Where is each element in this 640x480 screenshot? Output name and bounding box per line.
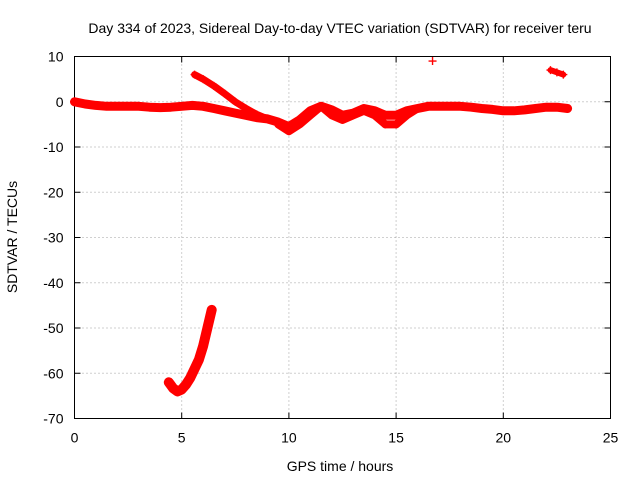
data-point [429, 57, 437, 65]
chart-title: Day 334 of 2023, Sidereal Day-to-day VTE… [88, 20, 591, 36]
x-tick-label: 20 [496, 430, 512, 446]
y-tick-label: -50 [43, 320, 63, 336]
y-tick-label: -10 [43, 139, 63, 155]
y-tick-label: -40 [43, 275, 63, 291]
y-axis-label: SDTVAR / TECUs [4, 181, 20, 293]
y-tick-label: -30 [43, 230, 63, 246]
sdtvar-chart: Day 334 of 2023, Sidereal Day-to-day VTE… [0, 0, 640, 480]
x-tick-label: 15 [388, 430, 404, 446]
x-tick-label: 0 [71, 430, 79, 446]
y-tick-label: 0 [56, 94, 64, 110]
x-tick-label: 5 [178, 430, 186, 446]
y-tick-label: -20 [43, 184, 63, 200]
data-layer [71, 57, 572, 395]
y-tick-label: 10 [48, 49, 64, 65]
y-tick-label: -60 [43, 365, 63, 381]
y-tick-label: -70 [43, 411, 63, 427]
x-axis-label: GPS time / hours [287, 458, 394, 474]
x-tick-label: 25 [603, 430, 619, 446]
x-tick-label: 10 [281, 430, 297, 446]
